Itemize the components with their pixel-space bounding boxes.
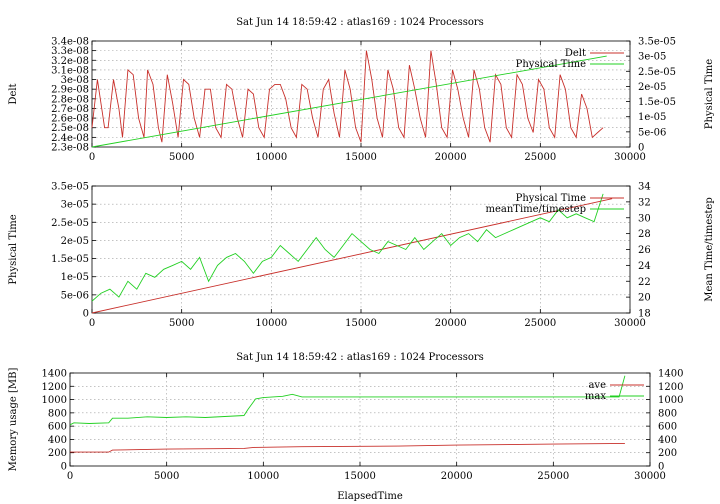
chart-3-y-tick-label: 400 — [48, 435, 67, 446]
chart-3-y-tick-label: 800 — [48, 408, 67, 419]
chart-3-y-tick-label: 1200 — [42, 382, 67, 393]
chart-2-x-tick-label: 25000 — [524, 318, 556, 329]
chart-3-y2-tick-label: 800 — [658, 408, 677, 419]
chart-1-y-tick-label: 2.5e-08 — [51, 123, 89, 134]
chart-1-x-tick-label: 0 — [89, 152, 95, 163]
chart-2-y2-tick-label: 20 — [638, 293, 651, 304]
chart-2-x-tick-label: 20000 — [435, 318, 467, 329]
chart-2-series-physical-time-line — [91, 198, 613, 314]
chart-1-y2-tick-label: 5e-06 — [638, 127, 666, 138]
chart-2-x-tick-label: 0 — [89, 318, 95, 329]
chart-1-y-tick-label: 2.3e-08 — [51, 143, 89, 154]
chart-3-y-tick-label: 0 — [61, 462, 67, 473]
chart-3-y-tick-label: 200 — [48, 448, 67, 459]
chart-1-y-tick-label: 2.7e-08 — [51, 104, 89, 115]
chart-3-x-tick-label: 30000 — [634, 471, 666, 482]
chart-3-y2-tick-label: 1200 — [658, 382, 683, 393]
chart-1-y-tick-label: 2.8e-08 — [51, 94, 89, 105]
chart-2-series-meantime-timestep-line — [91, 193, 604, 302]
chart-1-x-tick-label: 30000 — [614, 152, 646, 163]
chart-2-plot-frame — [91, 185, 631, 314]
chart-1-y-tick-label: 3.3e-08 — [51, 46, 89, 57]
chart-2-y2-tick-label: 24 — [638, 261, 651, 272]
chart-1-title: Sat Jun 14 18:59:42 : atlas169 : 1024 Pr… — [236, 17, 484, 28]
chart-1-y-axis-label: Delt — [8, 83, 19, 104]
chart-2-y-tick-label: 3e-05 — [61, 200, 89, 211]
chart-1-y2-tick-label: 1.5e-05 — [638, 97, 676, 108]
chart-3-x-tick-label: 0 — [67, 471, 73, 482]
chart-2-y-tick-label: 1e-05 — [61, 272, 89, 283]
chart-2-x-tick-label: 5000 — [169, 318, 194, 329]
chart-1-y2-tick-label: 2.5e-05 — [638, 67, 676, 78]
chart-2-y-tick-label: 2e-05 — [61, 236, 89, 247]
chart-2-y2-tick-label: 22 — [638, 277, 651, 288]
chart-2-legend-label: Physical Time — [516, 193, 586, 204]
chart-3-series-max-line — [69, 375, 626, 426]
chart-1-y-tick-label: 3e-08 — [61, 75, 89, 86]
chart-2-y-axis-label: Physical Time — [8, 214, 19, 284]
chart-3-x-tick-label: 5000 — [154, 471, 179, 482]
chart-3-legend-label: max — [585, 391, 606, 402]
chart-3-title: Sat Jun 14 18:59:42 : atlas169 : 1024 Pr… — [236, 352, 484, 363]
chart-3-y-tick-label: 1400 — [42, 369, 67, 380]
chart-1-y2-tick-label: 2e-05 — [638, 82, 666, 93]
chart-1-x-tick-label: 10000 — [255, 152, 287, 163]
chart-2-y2-tick-label: 34 — [638, 182, 651, 193]
chart-3-x-axis-label: ElapsedTime — [337, 491, 403, 502]
chart-1-y2-axis-label: Physical Time — [704, 59, 715, 129]
chart-2-y-tick-label: 3.5e-05 — [51, 182, 89, 193]
chart-1-series-physical-time-line — [91, 55, 607, 148]
chart-2-y2-tick-label: 30 — [638, 213, 651, 224]
chart-3-x-tick-label: 25000 — [537, 471, 569, 482]
chart-2-y-tick-label: 0 — [83, 309, 89, 320]
chart-1-y-tick-label: 2.9e-08 — [51, 85, 89, 96]
chart-1-y2-tick-label: 3.5e-05 — [638, 37, 676, 48]
chart-1-y2-tick-label: 1e-05 — [638, 112, 666, 123]
chart-3-y2-tick-label: 600 — [658, 422, 677, 433]
chart-2-x-tick-label: 10000 — [255, 318, 287, 329]
chart-1-legend-label: Delt — [565, 48, 586, 59]
chart-3-x-tick-label: 20000 — [441, 471, 473, 482]
chart-3-y2-tick-label: 400 — [658, 435, 677, 446]
chart-2-y-tick-label: 1.5e-05 — [51, 254, 89, 265]
chart-1-y2-tick-label: 0 — [638, 143, 644, 154]
chart-1-x-tick-label: 15000 — [345, 152, 377, 163]
chart-1-y2-tick-label: 3e-05 — [638, 52, 666, 63]
chart-2-y2-tick-label: 28 — [638, 229, 651, 240]
chart-3-y2-tick-label: 1400 — [658, 369, 683, 380]
chart-3-y-axis-label: Memory usage [MB] — [8, 368, 19, 472]
chart-2-y2-tick-label: 32 — [638, 197, 651, 208]
chart-2-y2-axis-label: Mean Time/timestep — [704, 197, 715, 301]
chart-1-y-tick-label: 3.4e-08 — [51, 37, 89, 48]
chart-2-legend-label: meanTime/timestep — [485, 204, 586, 215]
chart-1-y-tick-label: 3.2e-08 — [51, 56, 89, 67]
chart-3-legend-label: ave — [588, 380, 606, 391]
chart-1-x-tick-label: 5000 — [169, 152, 194, 163]
chart-3-x-tick-label: 15000 — [344, 471, 376, 482]
chart-3-y2-tick-label: 200 — [658, 448, 677, 459]
chart-3-series-ave-line — [70, 442, 625, 453]
chart-3-y-tick-label: 600 — [48, 422, 67, 433]
chart-2-y-tick-label: 2.5e-05 — [51, 218, 89, 229]
chart-2-y2-tick-label: 18 — [638, 309, 651, 320]
chart-1-series-delt-line — [91, 50, 604, 143]
chart-1-y-tick-label: 3.1e-08 — [51, 65, 89, 76]
chart-3-plot-frame — [69, 372, 651, 467]
chart-1-x-tick-label: 25000 — [524, 152, 556, 163]
chart-3-x-tick-label: 10000 — [247, 471, 279, 482]
chart-1-plot-frame — [91, 40, 631, 148]
chart-2-y-tick-label: 5e-06 — [61, 290, 89, 301]
chart-1-y-tick-label: 2.6e-08 — [51, 114, 89, 125]
chart-3-y2-tick-label: 1000 — [658, 395, 683, 406]
chart-1-legend-label: Physical Time — [516, 59, 586, 70]
chart-3-y-tick-label: 1000 — [42, 395, 67, 406]
chart-2-x-tick-label: 15000 — [345, 318, 377, 329]
chart-3-y2-tick-label: 0 — [658, 462, 664, 473]
chart-2-x-tick-label: 30000 — [614, 318, 646, 329]
chart-2-y2-tick-label: 26 — [638, 245, 651, 256]
chart-1-x-tick-label: 20000 — [435, 152, 467, 163]
chart-1-y-tick-label: 2.4e-08 — [51, 133, 89, 144]
